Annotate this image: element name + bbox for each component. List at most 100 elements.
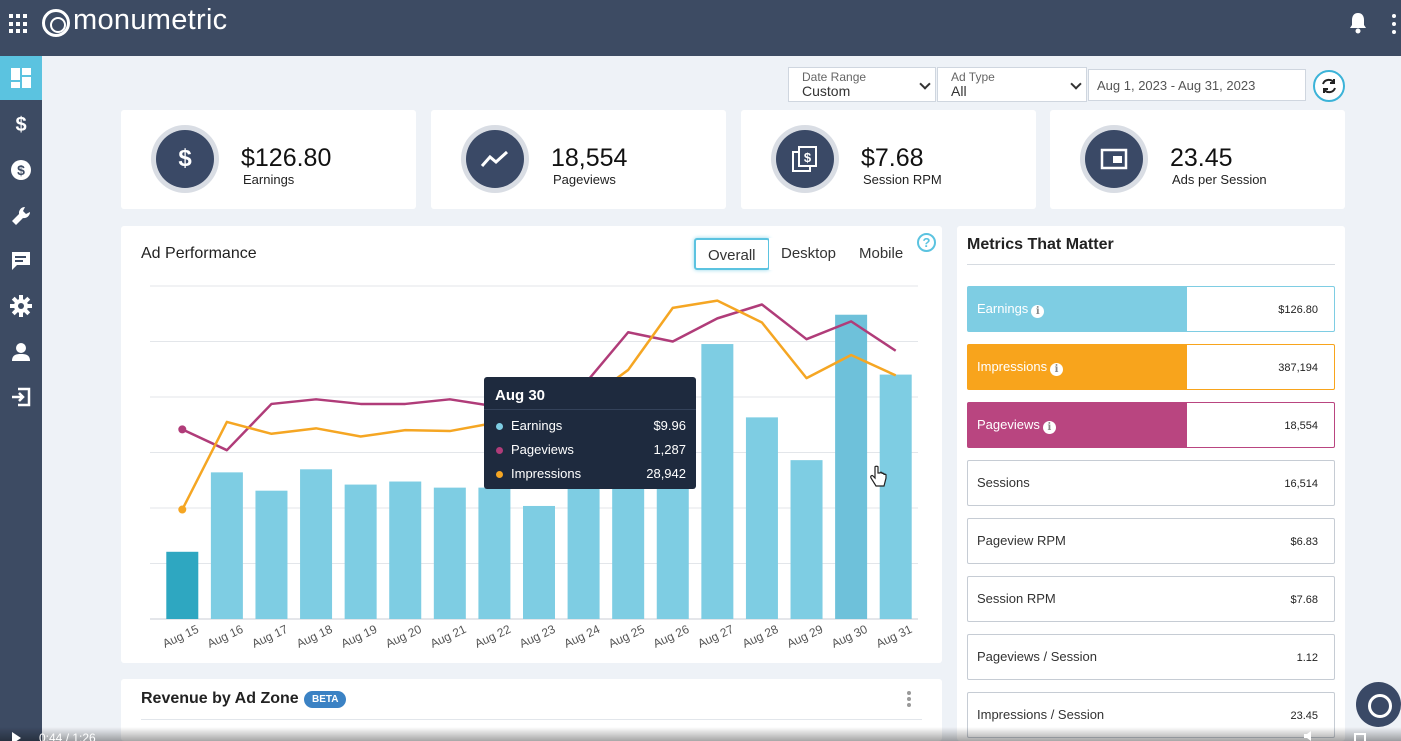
ad-type-label: Ad Type bbox=[951, 70, 995, 84]
metric-name-text: Sessions bbox=[977, 475, 1030, 490]
wrench-icon bbox=[12, 206, 31, 225]
metric-value: 387,194 bbox=[1278, 362, 1318, 374]
tooltip-series-value: $9.96 bbox=[653, 418, 686, 433]
stat-label: Ads per Session bbox=[1172, 172, 1267, 187]
x-tick-label: Aug 26 bbox=[651, 622, 692, 651]
x-tick-label: Aug 29 bbox=[785, 622, 826, 651]
bar-aug-18 bbox=[300, 469, 333, 619]
gear-icon bbox=[10, 295, 32, 317]
date-range-select[interactable]: Date Range Custom bbox=[788, 67, 936, 102]
date-range-label: Date Range bbox=[802, 70, 867, 84]
metric-fill bbox=[968, 345, 1187, 389]
stat-value: 23.45 bbox=[1170, 144, 1233, 172]
x-tick-label: Aug 21 bbox=[428, 622, 469, 651]
sidebar-item-tools[interactable] bbox=[0, 194, 42, 238]
bell-icon[interactable] bbox=[1348, 12, 1368, 34]
metrics-panel: Metrics That Matter Earnings i $126.80 Impr… bbox=[957, 226, 1345, 741]
metric-name-text: Pageview RPM bbox=[977, 533, 1066, 548]
coin-icon: $ bbox=[11, 160, 31, 180]
help-icon[interactable]: ? bbox=[917, 233, 936, 252]
ad-type-select[interactable]: Ad Type All bbox=[937, 67, 1087, 102]
metric-fill bbox=[968, 287, 1187, 331]
info-icon[interactable]: i bbox=[1050, 363, 1064, 376]
bar-aug-31 bbox=[879, 374, 912, 619]
sidebar-item-payments[interactable]: $ bbox=[0, 148, 42, 192]
x-tick-label: Aug 31 bbox=[874, 622, 915, 651]
tooltip-row: Pageviews 1,287 bbox=[496, 442, 686, 460]
apps-grid-icon[interactable] bbox=[9, 14, 29, 34]
revenue-by-ad-zone-panel: Revenue by Ad Zone BETA bbox=[121, 679, 942, 741]
x-tick-label: Aug 20 bbox=[383, 622, 424, 651]
support-chat-button[interactable] bbox=[1356, 682, 1401, 727]
tooltip-row: Earnings $9.96 bbox=[496, 418, 686, 436]
metric-name-text: Pageviews bbox=[977, 417, 1040, 432]
tab-mobile[interactable]: Mobile bbox=[847, 238, 916, 270]
stat-label: Earnings bbox=[243, 172, 295, 187]
sidebar-item-dashboard[interactable] bbox=[0, 56, 42, 100]
bar-aug-21 bbox=[433, 487, 466, 619]
metric-name-text: Impressions bbox=[977, 359, 1048, 374]
video-time: 0:44 / 1:26 bbox=[39, 731, 96, 741]
metric-name-text: Impressions / Session bbox=[977, 707, 1105, 722]
metric-name: Impressions i bbox=[977, 359, 1064, 376]
sidebar-item-messages[interactable] bbox=[0, 239, 42, 283]
tooltip-series-value: 1,287 bbox=[653, 442, 686, 457]
volume-icon[interactable] bbox=[1304, 731, 1316, 741]
fullscreen-icon[interactable] bbox=[1354, 733, 1366, 741]
metric-row[interactable]: Earnings i $126.80 bbox=[967, 286, 1335, 332]
sidebar-item-settings[interactable] bbox=[0, 284, 42, 328]
x-tick-label: Aug 22 bbox=[473, 622, 514, 651]
info-icon[interactable]: i bbox=[1031, 305, 1045, 318]
logo-text: monumetric bbox=[73, 4, 228, 36]
bar-aug-29 bbox=[790, 460, 823, 619]
x-tick-label: Aug 19 bbox=[339, 622, 380, 651]
x-tick-label: Aug 25 bbox=[606, 622, 647, 651]
sidebar-item-logout[interactable] bbox=[0, 375, 42, 419]
metric-value: 1.12 bbox=[1296, 652, 1318, 664]
bar-aug-24 bbox=[567, 478, 600, 619]
stat-value: $126.80 bbox=[241, 144, 332, 172]
metric-row[interactable]: Session RPM $7.68 bbox=[967, 576, 1335, 622]
bar-aug-20 bbox=[389, 481, 422, 619]
metric-fill bbox=[968, 403, 1187, 447]
info-icon[interactable]: i bbox=[1042, 421, 1056, 434]
metric-row[interactable]: Sessions 16,514 bbox=[967, 460, 1335, 506]
bar-aug-16 bbox=[210, 472, 243, 619]
bar-aug-27 bbox=[701, 344, 734, 619]
tab-overall[interactable]: Overall bbox=[694, 238, 770, 270]
sidebar-item-earnings[interactable]: $ bbox=[0, 102, 42, 146]
tab-desktop[interactable]: Desktop bbox=[769, 238, 849, 270]
date-range-input[interactable]: Aug 1, 2023 - Aug 31, 2023 bbox=[1088, 69, 1306, 101]
tooltip-row: Impressions 28,942 bbox=[496, 466, 686, 484]
metric-row[interactable]: Pageviews i 18,554 bbox=[967, 402, 1335, 448]
panel-menu-icon[interactable] bbox=[907, 691, 911, 707]
x-tick-label: Aug 27 bbox=[695, 622, 736, 651]
metric-row[interactable]: Impressions i 387,194 bbox=[967, 344, 1335, 390]
metric-value: $6.83 bbox=[1290, 536, 1318, 548]
chat-icon bbox=[12, 252, 30, 270]
x-tick-label: Aug 15 bbox=[160, 622, 201, 651]
user-icon bbox=[12, 343, 30, 361]
metric-row[interactable]: Pageview RPM $6.83 bbox=[967, 518, 1335, 564]
metric-name-text: Earnings bbox=[977, 301, 1029, 316]
metric-value: 16,514 bbox=[1284, 478, 1318, 490]
top-bar: monumetric bbox=[0, 0, 1401, 56]
bar-aug-19 bbox=[344, 484, 377, 619]
metric-value: 23.45 bbox=[1290, 710, 1318, 722]
play-icon[interactable] bbox=[12, 732, 21, 741]
stat-label: Pageviews bbox=[553, 172, 616, 187]
stat-card-earnings: $ $126.80 Earnings bbox=[121, 110, 416, 209]
x-tick-label: Aug 18 bbox=[294, 622, 335, 651]
metric-row[interactable]: Impressions / Session 23.45 bbox=[967, 692, 1335, 738]
metric-row[interactable]: Pageviews / Session 1.12 bbox=[967, 634, 1335, 680]
more-menu-icon[interactable] bbox=[1392, 14, 1398, 34]
money-stack-icon: $ bbox=[776, 130, 834, 188]
svg-text:$: $ bbox=[17, 162, 25, 178]
svg-text:$: $ bbox=[15, 114, 26, 135]
sidebar-item-profile[interactable] bbox=[0, 330, 42, 374]
bar-aug-30 bbox=[835, 314, 868, 619]
dollar-icon: $ bbox=[156, 130, 214, 188]
beta-badge: BETA bbox=[304, 691, 347, 708]
logout-icon bbox=[12, 387, 31, 407]
refresh-button[interactable] bbox=[1313, 70, 1345, 102]
